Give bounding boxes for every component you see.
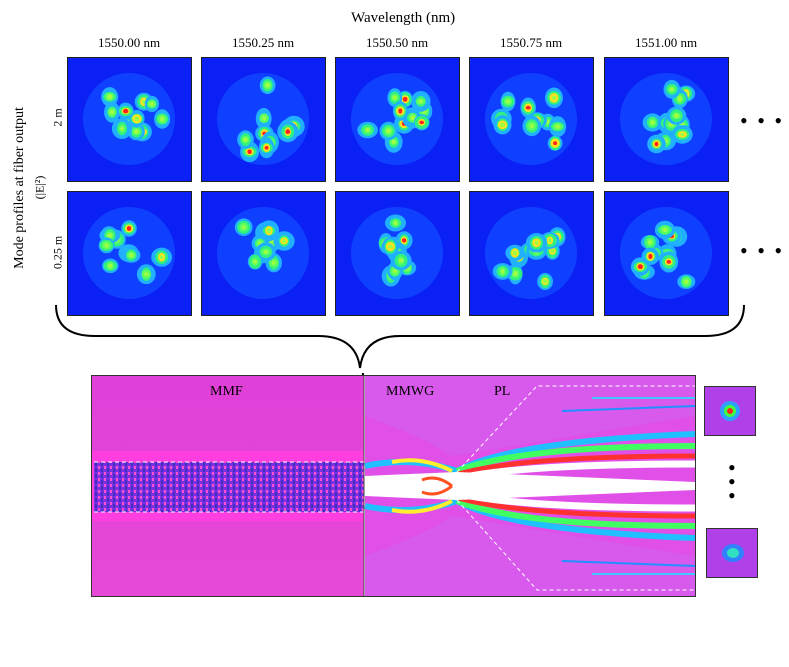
mode-profile-tile (201, 191, 326, 316)
mmf-label: MMF (210, 384, 243, 399)
column-label-5: 1551.00 nm (634, 35, 698, 50)
mode-profile-tile (469, 191, 594, 316)
mode-profile-tile (469, 57, 594, 182)
mode-profile-tile (67, 57, 192, 182)
mode-profile-tile (335, 57, 460, 182)
mode-profile-tile (604, 57, 729, 182)
mode-profile-tile (604, 191, 729, 316)
simulation-panel: MMF MMWG PL (91, 375, 696, 597)
mode-profile-tile (67, 191, 192, 316)
output-mode-2 (706, 528, 758, 578)
field-propagation-plot (92, 376, 695, 596)
output-mode-1 (704, 386, 756, 436)
output-ellipsis: • • • (728, 455, 736, 508)
row-1-ellipsis: • • • (740, 108, 785, 133)
column-label-2: 1550.25 nm (231, 35, 295, 50)
mmwg-label: MMWG (386, 384, 435, 399)
mode-profile-tile (335, 191, 460, 316)
column-label-3: 1550.50 nm (365, 35, 429, 50)
column-label-1: 1550.00 nm (97, 35, 161, 50)
column-label-4: 1550.75 nm (499, 35, 563, 50)
pl-label: PL (494, 384, 511, 399)
mode-profile-tile (201, 57, 326, 182)
wavelength-title: Wavelength (nm) (351, 10, 456, 26)
row-2-ellipsis: • • • (740, 238, 785, 263)
